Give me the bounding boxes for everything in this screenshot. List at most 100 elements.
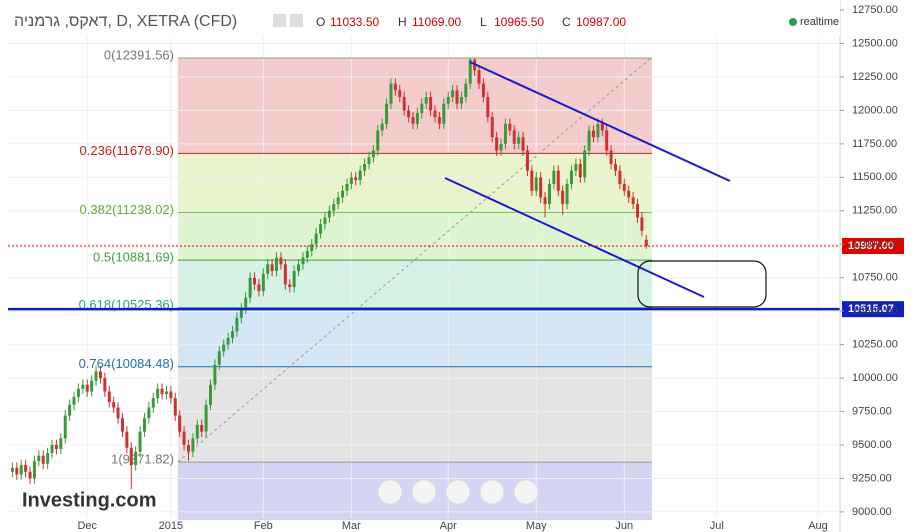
x-tick-label: Aug bbox=[808, 520, 828, 532]
candle-body bbox=[490, 117, 494, 138]
candle-body bbox=[636, 204, 640, 218]
candle-body bbox=[182, 431, 186, 446]
candle-body bbox=[217, 351, 221, 365]
candle-body bbox=[239, 308, 243, 318]
candle-body bbox=[288, 284, 292, 288]
channel-upper bbox=[469, 61, 731, 182]
candle-body bbox=[644, 239, 648, 246]
candle-body bbox=[407, 110, 411, 118]
instrument-title: דאקס, גרמניה, D, XETRA (CFD) bbox=[14, 13, 237, 30]
candle-body bbox=[28, 471, 32, 479]
candle-body bbox=[433, 110, 437, 118]
candle-body bbox=[63, 415, 67, 439]
scroll-right-button[interactable] bbox=[513, 479, 539, 505]
candle-body bbox=[459, 97, 463, 104]
candle-body bbox=[283, 264, 287, 285]
zoom-out-button[interactable] bbox=[411, 479, 437, 505]
fib-trend-line bbox=[177, 56, 653, 463]
candle-body bbox=[200, 424, 204, 432]
candle-body bbox=[19, 465, 23, 475]
fib-band bbox=[178, 58, 652, 154]
candle-body bbox=[98, 371, 102, 379]
candle-body bbox=[107, 391, 111, 403]
candle-body bbox=[305, 250, 309, 258]
candle-body bbox=[517, 137, 521, 144]
scroll-left-button[interactable] bbox=[377, 479, 403, 505]
candle-body bbox=[596, 123, 600, 138]
reset-button[interactable] bbox=[445, 479, 471, 505]
fib-band bbox=[178, 260, 652, 308]
candle-body bbox=[389, 83, 393, 104]
candle-body bbox=[437, 117, 441, 124]
candle-body bbox=[191, 438, 195, 452]
candle-body bbox=[613, 163, 617, 171]
brand-logo: Investing.com bbox=[22, 489, 156, 511]
candle-body bbox=[85, 384, 89, 392]
fib-level-label: 0.5(10881.69) bbox=[93, 250, 174, 265]
ohlc-key: O bbox=[316, 15, 325, 29]
x-tick-label: 2015 bbox=[159, 520, 183, 532]
candle-body bbox=[367, 157, 371, 164]
price-tag-label: 10987.00 bbox=[848, 240, 894, 252]
y-tick-label: 9000.00 bbox=[852, 506, 892, 518]
y-tick-label: 11500.00 bbox=[852, 171, 897, 183]
y-tick-label: 10500.00 bbox=[852, 305, 898, 317]
candle-body bbox=[226, 337, 230, 345]
realtime-label: realtime bbox=[800, 16, 839, 28]
candle-body bbox=[539, 177, 543, 198]
candle-body bbox=[279, 257, 283, 265]
candle-body bbox=[208, 384, 212, 405]
fib-band bbox=[178, 153, 652, 213]
candle-body bbox=[376, 130, 380, 151]
price-tag bbox=[842, 301, 904, 318]
candle-body bbox=[341, 190, 345, 198]
candle-body bbox=[244, 297, 248, 309]
y-tick-label: 11250.00 bbox=[852, 205, 897, 217]
candle-body bbox=[565, 184, 569, 205]
settings-icon[interactable] bbox=[273, 14, 286, 27]
candle-body bbox=[292, 271, 296, 288]
fib-band bbox=[178, 366, 652, 463]
fib-level-label: 0.382(11238.02) bbox=[80, 202, 174, 217]
candle-body bbox=[583, 150, 587, 178]
price-tag bbox=[842, 237, 904, 254]
fib-level-label: 0.764(10084.48) bbox=[79, 356, 174, 371]
candle-body bbox=[464, 83, 468, 98]
candle-body bbox=[600, 123, 604, 131]
candle-body bbox=[521, 137, 525, 151]
candle-body bbox=[622, 184, 626, 191]
candle-body bbox=[68, 404, 72, 416]
x-tick-label: Dec bbox=[77, 520, 97, 532]
ohlc-value: 11033.50 bbox=[330, 15, 379, 29]
y-tick-label: 11750.00 bbox=[852, 138, 897, 150]
candle-body bbox=[204, 404, 208, 432]
ohlc-key: H bbox=[398, 15, 407, 29]
candle-body bbox=[147, 407, 151, 419]
zoom-in-button[interactable] bbox=[479, 479, 505, 505]
candle-body bbox=[578, 163, 582, 178]
candle-body bbox=[446, 97, 450, 104]
price-tag-label: 10515.07 bbox=[848, 303, 894, 315]
x-tick-label: Apr bbox=[440, 520, 457, 532]
candle-body bbox=[477, 70, 481, 84]
candle-body bbox=[37, 455, 41, 462]
ohlc-value: 11069.00 bbox=[412, 15, 461, 29]
x-tick-label: Jul bbox=[710, 520, 724, 532]
x-tick-label: Mar bbox=[342, 520, 361, 532]
candle-body bbox=[627, 190, 631, 198]
candle-body bbox=[631, 197, 635, 205]
candle-body bbox=[301, 257, 305, 265]
candle-body bbox=[508, 123, 512, 131]
ohlc-key: C bbox=[562, 15, 571, 29]
candle-body bbox=[169, 391, 173, 399]
settings-icon[interactable] bbox=[290, 14, 303, 27]
candle-body bbox=[103, 378, 107, 392]
candle-body bbox=[90, 380, 94, 392]
ohlc-value: 10987.00 bbox=[576, 15, 626, 29]
x-tick-label: Jun bbox=[615, 520, 633, 532]
candle-body bbox=[120, 418, 124, 432]
candle-body bbox=[213, 364, 217, 385]
candle-body bbox=[134, 451, 138, 466]
